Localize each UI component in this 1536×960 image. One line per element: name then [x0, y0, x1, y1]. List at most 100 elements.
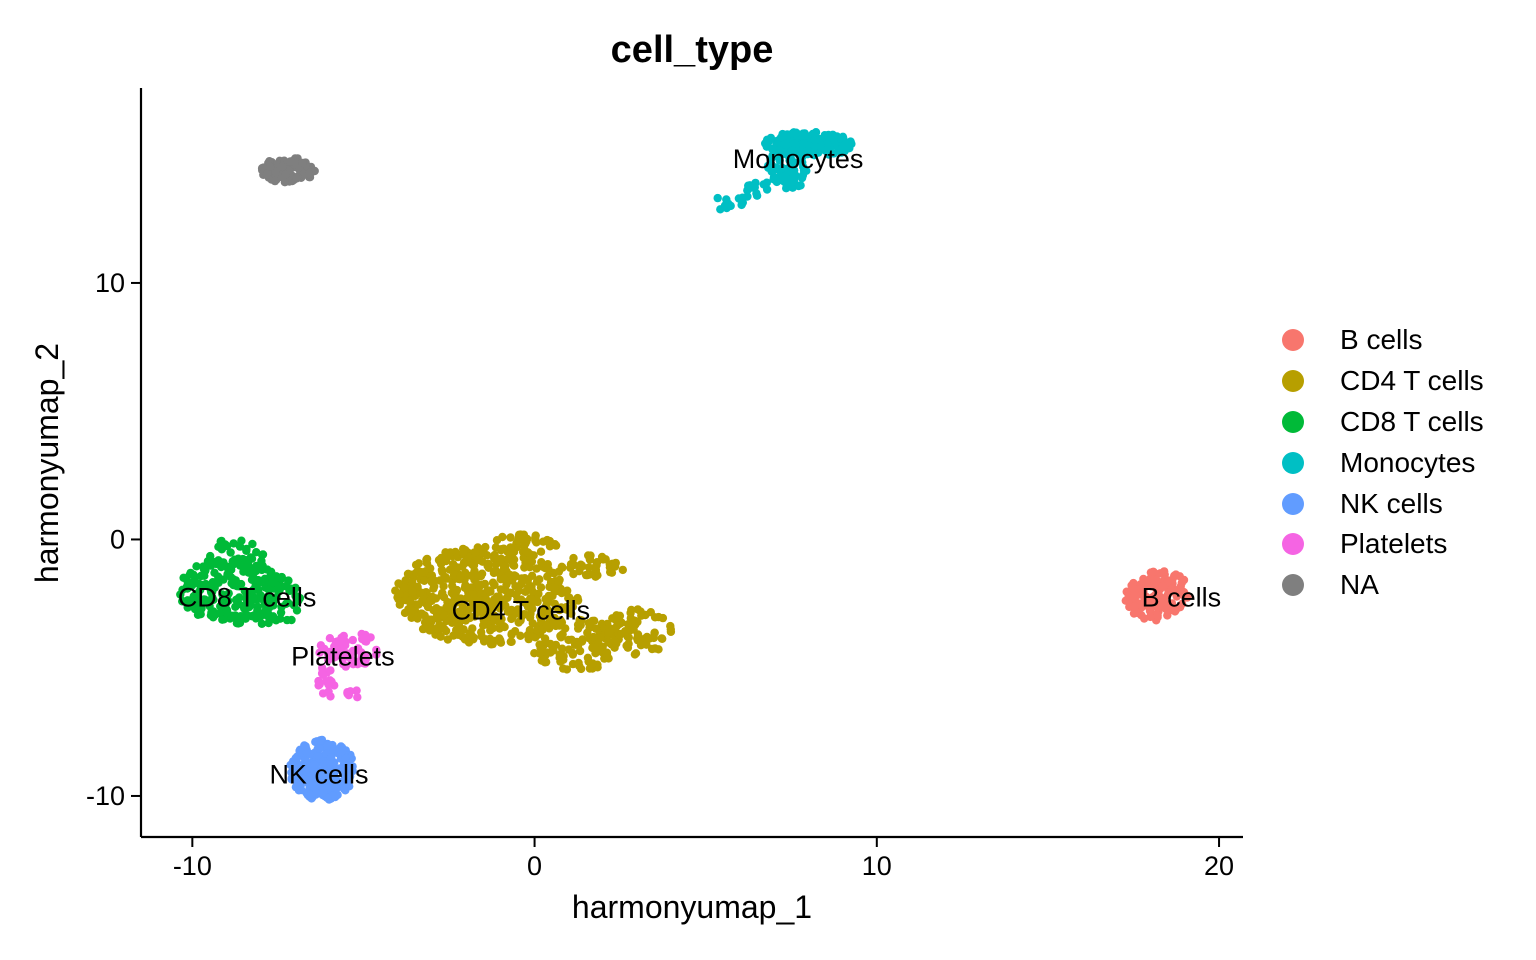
data-point [251, 581, 260, 590]
data-point [437, 591, 446, 600]
data-point [544, 538, 554, 547]
data-point [488, 578, 498, 587]
data-point [484, 563, 493, 572]
data-point [292, 174, 301, 183]
data-point [517, 579, 526, 588]
data-point [223, 595, 232, 605]
data-point [520, 610, 529, 619]
data-point [1149, 567, 1158, 576]
data-point [242, 562, 251, 572]
data-point [495, 618, 504, 628]
data-point [444, 550, 453, 560]
data-point [666, 625, 675, 634]
data-point [749, 182, 759, 191]
legend-label: NA [1340, 569, 1379, 601]
data-point [483, 606, 492, 616]
data-point [588, 616, 597, 626]
legend-label: NK cells [1340, 487, 1443, 519]
data-point [193, 594, 202, 604]
data-point [713, 193, 722, 203]
data-point [226, 548, 235, 557]
data-point [607, 568, 617, 577]
data-point [352, 686, 361, 695]
data-point [799, 139, 808, 148]
legend-swatch [1282, 533, 1304, 556]
data-point [584, 569, 594, 578]
data-point [348, 766, 357, 775]
data-point [332, 784, 341, 793]
series-b-cells [1121, 567, 1193, 625]
data-point [408, 587, 417, 596]
data-point [312, 779, 322, 788]
data-point [550, 583, 559, 592]
data-point [784, 166, 794, 175]
data-point [304, 169, 314, 178]
data-point [406, 596, 415, 606]
data-point [773, 164, 783, 174]
data-point [535, 575, 544, 584]
data-point [538, 605, 548, 614]
cluster-label-nk-cells: NK cells [269, 759, 368, 789]
legend-item-b-cells: B cells [1282, 320, 1484, 361]
series-na [257, 154, 319, 187]
data-point [499, 564, 509, 573]
data-point [312, 788, 321, 798]
data-point [1129, 591, 1139, 600]
data-point [331, 637, 341, 647]
data-point [458, 602, 467, 611]
data-point [416, 589, 425, 598]
data-point [401, 576, 410, 585]
data-point [523, 631, 532, 640]
data-point [566, 607, 575, 616]
data-point [466, 571, 476, 580]
data-point [512, 609, 522, 618]
y-tick-label: 10 [95, 268, 125, 298]
data-point [224, 589, 233, 598]
data-point [577, 562, 586, 571]
data-point [253, 606, 262, 615]
data-point [447, 613, 456, 622]
data-point [569, 569, 578, 579]
data-point [318, 689, 328, 698]
data-point [610, 562, 620, 571]
cluster-label-b-cells: B cells [1142, 582, 1222, 612]
data-point [507, 630, 516, 639]
data-point [830, 134, 839, 143]
data-point [536, 611, 546, 621]
data-point [1133, 608, 1142, 618]
data-point [531, 533, 540, 543]
data-point [764, 163, 773, 172]
data-point [767, 154, 776, 163]
data-point [411, 560, 421, 570]
data-point [459, 548, 468, 557]
data-point [499, 596, 508, 605]
data-point [591, 562, 601, 571]
cluster-labels: B cells CD4 T cells CD8 T cells Monocytes NK… [178, 144, 1221, 790]
data-point [772, 177, 781, 187]
data-point [645, 634, 654, 643]
data-point [558, 563, 567, 572]
data-point [583, 628, 592, 637]
data-point [1171, 570, 1181, 579]
x-tick-label: -10 [173, 851, 212, 881]
data-point [276, 614, 285, 623]
data-point [235, 541, 244, 550]
data-point [569, 560, 579, 570]
data-point [1153, 611, 1162, 620]
data-point [496, 638, 506, 647]
data-point [422, 559, 432, 568]
data-point [330, 653, 339, 662]
data-point [1137, 584, 1146, 593]
data-point [471, 548, 480, 557]
data-point [257, 594, 266, 603]
data-point [323, 741, 332, 750]
data-point [434, 555, 444, 565]
data-point [328, 759, 338, 768]
data-point [265, 162, 275, 171]
data-point [248, 539, 257, 549]
data-point [532, 564, 541, 573]
series-cd4-t-cells [391, 530, 676, 674]
data-point [465, 630, 474, 640]
y-axis-label: harmonyumap_2 [29, 343, 65, 583]
